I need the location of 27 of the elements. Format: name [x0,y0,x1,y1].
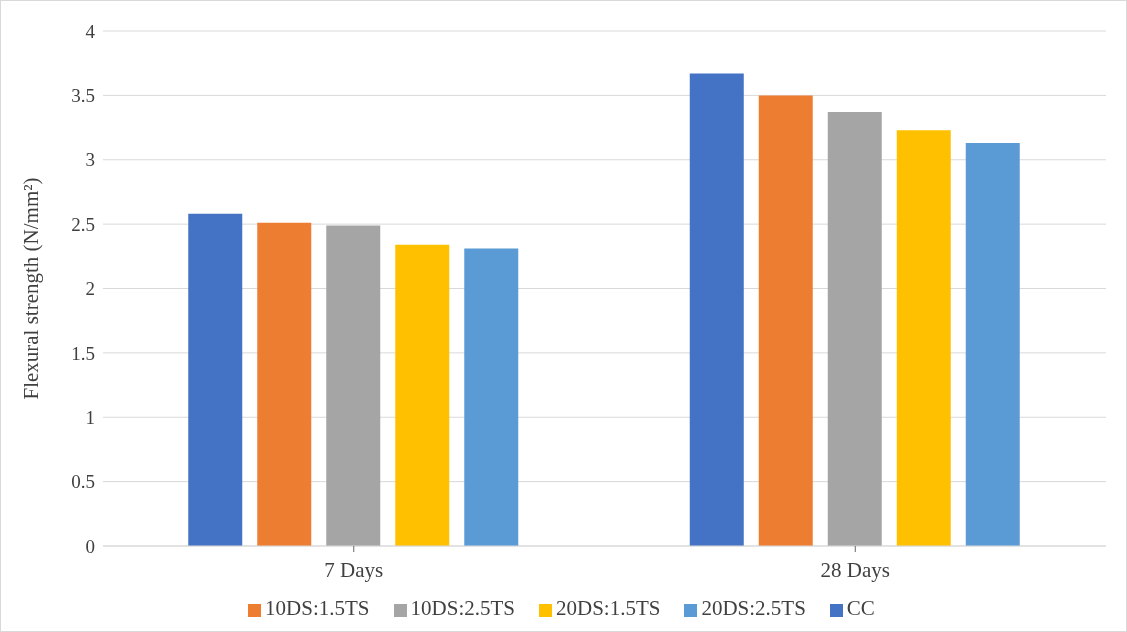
legend-label: 20DS:2.5TS [701,596,806,620]
y-tick-label: 1.5 [71,342,95,364]
y-tick-label: 3 [85,149,95,171]
x-tick-label: 7 Days [324,557,384,582]
legend-label: 10DS:1.5TS [265,596,370,620]
legend-label: 10DS:2.5TS [410,596,515,620]
y-tick-label: 0 [85,535,95,557]
bar [827,112,882,546]
y-axis-title: Flexural strength (N/mm²) [19,177,44,400]
bar [395,244,450,546]
x-tick-label: 28 Days [820,557,890,582]
y-tick-label: 2.5 [71,213,95,235]
bar [188,213,243,546]
bar [326,225,381,546]
bar [464,248,519,546]
bar [965,143,1020,546]
bar [689,73,744,546]
y-tick-label: 4 [85,20,96,42]
bar [758,95,813,546]
y-tick-label: 3.5 [71,85,95,107]
legend-label: 20DS:1.5TS [555,596,661,620]
bar [257,222,312,546]
y-tick-label: 2 [85,278,95,300]
legend-label: CC [846,596,875,620]
y-tick-label: 0.5 [71,471,95,493]
bar [896,130,951,546]
y-tick-label: 1 [85,406,95,428]
